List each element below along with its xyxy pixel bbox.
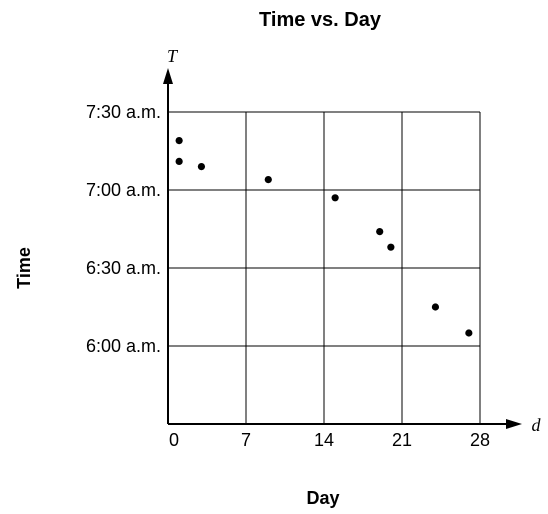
data-point bbox=[197, 163, 206, 171]
data-point bbox=[387, 243, 395, 251]
y-tick-label: 6:00 a.m. bbox=[86, 336, 161, 356]
y-axis-arrow-icon bbox=[163, 68, 173, 84]
x-tick-label: 21 bbox=[392, 430, 412, 450]
axes bbox=[163, 68, 522, 429]
data-point bbox=[331, 194, 339, 202]
y-tick-label: 6:30 a.m. bbox=[86, 258, 161, 278]
x-tick-label: 14 bbox=[314, 430, 334, 450]
data-point bbox=[376, 228, 384, 236]
data-point bbox=[175, 137, 183, 145]
x-tick-label: 28 bbox=[470, 430, 490, 450]
grid bbox=[168, 111, 481, 424]
chart-title: Time vs. Day bbox=[259, 9, 382, 31]
y-axis-title: Time bbox=[14, 247, 34, 289]
data-points bbox=[175, 137, 473, 337]
data-point bbox=[175, 157, 183, 165]
x-tick-label: 7 bbox=[241, 430, 251, 450]
x-axis-arrow-icon bbox=[506, 419, 522, 429]
data-point bbox=[264, 176, 272, 184]
x-tick-label: 0 bbox=[169, 430, 179, 450]
data-point bbox=[465, 329, 473, 337]
y-tick-label: 7:30 a.m. bbox=[86, 102, 161, 122]
data-point bbox=[431, 303, 440, 311]
y-axis-variable: T bbox=[167, 46, 179, 66]
y-tick-label: 7:00 a.m. bbox=[86, 180, 161, 200]
x-axis-title: Day bbox=[306, 488, 339, 508]
tick-labels: 0 7 14 21 28 6:00 a.m. 6:30 a.m. 7:00 a.m. 7:30 … bbox=[86, 102, 490, 450]
x-axis-variable: d bbox=[532, 415, 542, 435]
